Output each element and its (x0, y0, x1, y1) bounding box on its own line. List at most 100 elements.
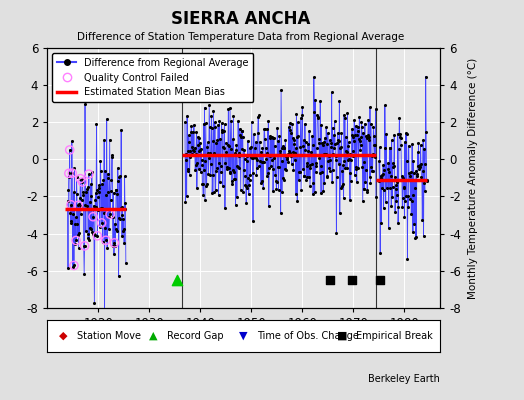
Point (234, 150, 243, 156)
Point (351, 172, 359, 178)
Point (411, 235, 420, 242)
Point (101, 225, 110, 231)
Point (246, 172, 255, 178)
Point (225, 142, 233, 149)
Point (252, 172, 260, 178)
Point (121, 173, 129, 179)
Point (107, 188, 115, 194)
Point (408, 141, 416, 147)
Point (81, 202, 90, 209)
Point (94, 194, 102, 200)
Point (363, 187, 371, 193)
Point (230, 169, 238, 176)
Point (190, 148, 199, 154)
Point (215, 160, 223, 166)
Point (69, 211, 78, 217)
Point (255, 163, 263, 169)
Point (354, 165, 363, 171)
Point (92, 120, 101, 127)
Point (326, 144, 335, 151)
Point (296, 169, 304, 175)
Point (417, 174, 425, 180)
Point (354, 128, 362, 134)
Point (183, 168, 192, 174)
Text: Empirical Break: Empirical Break (356, 331, 432, 341)
Point (273, 124, 281, 131)
Point (381, 145, 389, 152)
Point (79, 188, 87, 195)
Point (362, 166, 370, 173)
Point (271, 152, 280, 158)
Point (416, 162, 424, 169)
Point (380, 102, 389, 109)
Point (292, 191, 300, 197)
Point (354, 124, 362, 130)
Point (346, 150, 355, 157)
Point (293, 119, 302, 126)
Point (254, 130, 262, 136)
Point (90, 231, 98, 238)
Point (249, 155, 258, 162)
Point (75, 195, 84, 202)
Point (241, 181, 249, 188)
Point (299, 137, 308, 143)
Point (389, 160, 397, 167)
Point (365, 134, 373, 140)
Point (201, 158, 210, 164)
Point (261, 145, 270, 151)
Point (236, 187, 245, 194)
Point (318, 169, 326, 175)
Point (182, 193, 191, 199)
Point (314, 136, 323, 142)
Point (229, 167, 237, 173)
Point (105, 213, 114, 220)
Point (258, 145, 267, 152)
Point (285, 124, 293, 130)
Point (119, 226, 128, 232)
Point (225, 165, 233, 171)
Point (393, 178, 401, 185)
Point (218, 127, 226, 133)
Point (199, 192, 208, 198)
Point (196, 140, 204, 147)
Point (396, 131, 404, 137)
Point (114, 272, 123, 279)
Point (307, 152, 315, 158)
Point (281, 137, 290, 144)
Point (84, 235, 92, 242)
Point (118, 204, 127, 210)
Point (217, 163, 225, 170)
Point (280, 144, 288, 151)
Point (385, 145, 394, 151)
Point (106, 211, 114, 218)
Point (337, 130, 346, 137)
Point (219, 183, 227, 189)
Point (281, 152, 290, 159)
Point (258, 178, 266, 184)
Point (116, 216, 124, 222)
Point (342, 148, 351, 155)
Point (198, 180, 206, 187)
Point (205, 124, 214, 130)
Point (231, 150, 239, 156)
Point (403, 158, 411, 164)
Point (283, 151, 292, 158)
Point (67, 218, 75, 224)
Point (112, 187, 120, 194)
Point (223, 164, 231, 170)
Point (272, 178, 280, 184)
Point (256, 138, 264, 145)
Point (117, 212, 126, 218)
Point (304, 173, 313, 180)
Point (93, 187, 101, 193)
Point (276, 150, 284, 157)
Point (184, 147, 192, 154)
Point (279, 176, 288, 183)
Point (288, 120, 297, 127)
Point (309, 191, 317, 197)
Point (312, 163, 320, 170)
Point (89, 214, 97, 220)
Point (219, 143, 227, 150)
Point (365, 137, 373, 143)
Point (378, 171, 387, 178)
